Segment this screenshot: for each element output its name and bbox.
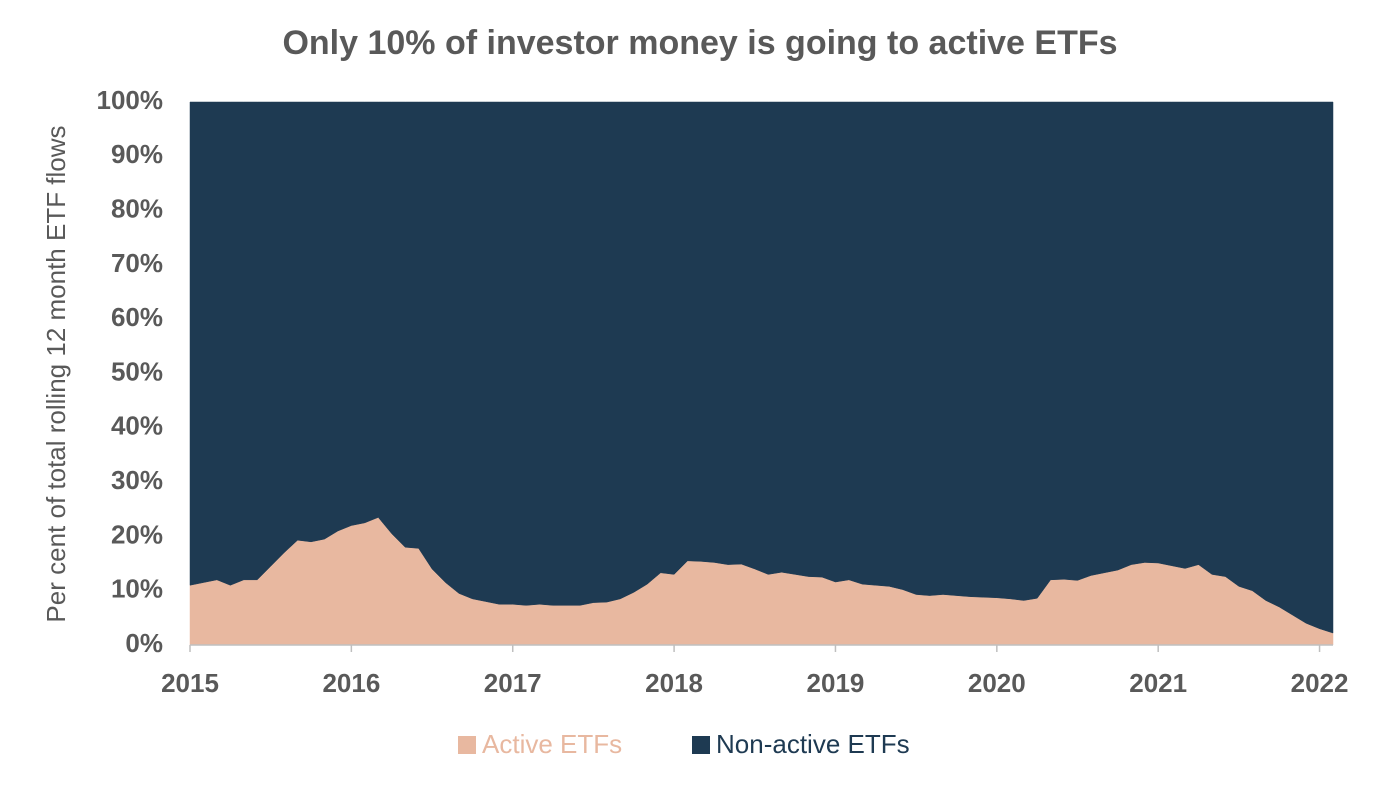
x-tick-label: 2019 xyxy=(807,668,865,698)
y-tick-label: 100% xyxy=(97,85,164,115)
x-tick-label: 2021 xyxy=(1129,668,1187,698)
x-tick-label: 2015 xyxy=(161,668,219,698)
y-tick-label: 80% xyxy=(111,193,163,223)
y-tick-label: 20% xyxy=(111,519,163,549)
y-tick-label: 60% xyxy=(111,302,163,332)
legend-label: Non-active ETFs xyxy=(716,729,910,759)
x-tick-label: 2020 xyxy=(968,668,1026,698)
y-tick-label: 50% xyxy=(111,356,163,386)
y-tick-label: 70% xyxy=(111,248,163,278)
x-tick-label: 2016 xyxy=(322,668,380,698)
y-tick-label: 0% xyxy=(125,628,163,658)
legend-swatch xyxy=(458,736,476,754)
area xyxy=(189,101,1334,634)
chart-title: Only 10% of investor money is going to a… xyxy=(282,24,1117,62)
y-axis-label: Per cent of total rolling 12 month ETF f… xyxy=(41,125,71,622)
y-tick-label: 40% xyxy=(111,411,163,441)
legend-swatch xyxy=(692,736,710,754)
x-tick-label: 2018 xyxy=(645,668,703,698)
x-tick-label: 2017 xyxy=(484,668,542,698)
legend-label: Active ETFs xyxy=(482,729,622,759)
x-tick-label: 2022 xyxy=(1291,668,1349,698)
y-tick-label: 30% xyxy=(111,465,163,495)
y-tick-label: 90% xyxy=(111,139,163,169)
y-tick-label: 10% xyxy=(111,574,163,604)
